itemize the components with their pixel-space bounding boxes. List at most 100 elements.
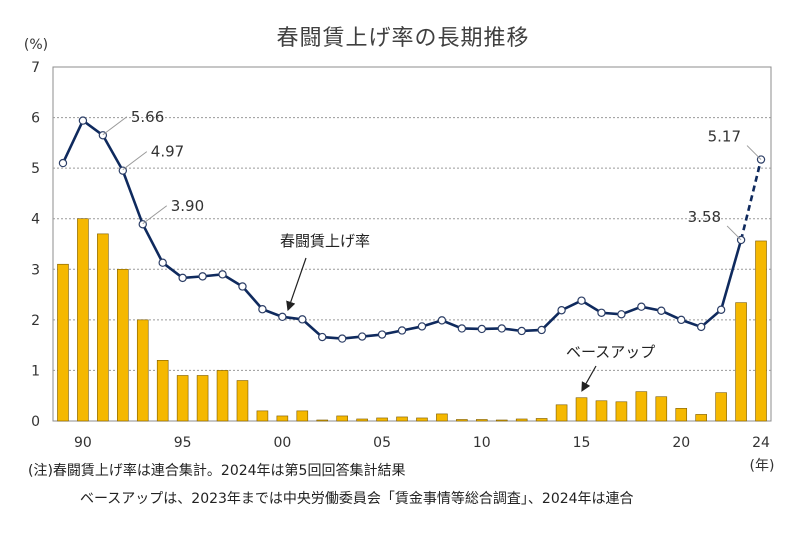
- point-wage-increase: [318, 332, 327, 342]
- bar-base-up: [336, 415, 348, 422]
- bar-base-up: [216, 370, 229, 422]
- x-tick-label: 90: [74, 435, 92, 451]
- bar-base-up: [256, 410, 269, 422]
- bar-base-up: [575, 397, 588, 422]
- point-wage-increase: [158, 258, 167, 267]
- point-wage-increase: [357, 332, 367, 341]
- point-wage-increase: [238, 282, 247, 291]
- point-wage-increase: [577, 296, 586, 305]
- y-tick-label: 7: [31, 60, 40, 76]
- x-tick-label: 15: [573, 435, 591, 451]
- bar-base-up: [57, 263, 69, 422]
- data-label-leader: [726, 225, 742, 241]
- data-label-leader: [102, 116, 128, 136]
- data-label-leader: [746, 145, 762, 160]
- x-unit-label: (年): [750, 458, 775, 474]
- annotation-arrow: [581, 365, 597, 392]
- bar-base-up: [97, 233, 109, 422]
- y-tick-label: 2: [31, 313, 40, 329]
- point-wage-increase: [537, 325, 546, 335]
- bar-base-up: [356, 418, 368, 422]
- bar-base-up: [296, 410, 309, 422]
- bar-base-up: [735, 302, 747, 422]
- bar-base-up: [156, 360, 169, 422]
- point-wage-increase: [657, 306, 666, 315]
- note-line-1: (注)春闘賃上げ率は連合集計。2024年は第5回回答集計結果: [28, 463, 406, 479]
- y-tick-label: 4: [31, 212, 40, 228]
- data-label: 5.66: [131, 108, 164, 126]
- bar-base-up: [376, 417, 388, 422]
- data-label: 3.58: [688, 208, 721, 226]
- y-tick-label: 6: [31, 111, 40, 127]
- y-tick-label: 5: [31, 161, 40, 177]
- bar-base-up: [436, 413, 448, 422]
- bar-base-up: [655, 396, 668, 422]
- x-tick-label: 00: [273, 435, 291, 451]
- point-wage-increase: [198, 272, 207, 281]
- bar-base-up: [515, 418, 528, 422]
- point-wage-increase: [218, 270, 227, 279]
- point-wage-increase: [377, 330, 387, 339]
- point-wage-increase: [696, 322, 706, 332]
- y-unit-label: (%): [24, 37, 48, 53]
- bar-base-up: [755, 240, 767, 422]
- bar-base-up: [117, 268, 129, 422]
- note-line-2: ベースアップは、2023年までは中央労働委員会「賃金事情等総合調査」、2024年…: [80, 491, 634, 507]
- y-tick-label: 0: [31, 414, 40, 430]
- point-wage-increase: [58, 158, 68, 168]
- point-wage-increase: [716, 305, 726, 314]
- bar-base-up: [635, 391, 648, 422]
- point-wage-increase: [617, 310, 626, 319]
- chart-title: 春闘賃上げ率の長期推移: [276, 26, 530, 51]
- plot-frame: [52, 66, 772, 422]
- x-tick-label: 10: [473, 435, 491, 451]
- bar-base-up: [615, 401, 628, 422]
- point-wage-increase: [557, 306, 566, 315]
- data-label: 3.90: [171, 197, 204, 215]
- bar-base-up: [675, 408, 688, 422]
- point-wage-increase: [517, 326, 526, 336]
- annotation-base-up: ベースアップ: [566, 343, 655, 361]
- x-tick-label: 24: [752, 435, 770, 451]
- data-label: 5.17: [708, 128, 741, 146]
- point-wage-increase: [477, 324, 487, 334]
- data-label: 4.97: [151, 143, 184, 161]
- annotation-arrow: [286, 257, 307, 312]
- point-wage-increase: [457, 324, 467, 333]
- data-label-leader: [122, 151, 148, 171]
- point-wage-increase: [278, 312, 287, 322]
- x-tick-label: 20: [672, 435, 690, 451]
- bar-base-up: [495, 419, 508, 422]
- data-label-leader: [142, 205, 168, 225]
- bar-base-up: [77, 218, 89, 422]
- bar-base-up: [695, 414, 707, 422]
- bar-base-up: [476, 419, 488, 422]
- point-wage-increase: [298, 315, 307, 324]
- point-wage-increase: [258, 305, 267, 314]
- bar-base-up: [196, 375, 209, 422]
- bar-base-up: [416, 417, 428, 422]
- y-tick-label: 1: [31, 363, 40, 379]
- bar-base-up: [456, 419, 468, 422]
- bar-base-up: [595, 400, 608, 422]
- bar-base-up: [316, 419, 329, 422]
- bar-base-up: [176, 375, 189, 422]
- point-wage-increase: [597, 308, 606, 317]
- point-wage-increase: [637, 302, 646, 311]
- point-wage-increase: [437, 316, 447, 325]
- point-wage-increase: [417, 322, 427, 331]
- point-wage-increase: [78, 116, 88, 125]
- bar-base-up: [535, 418, 548, 422]
- x-tick-label: 05: [373, 435, 391, 451]
- bar-base-up: [555, 404, 568, 422]
- y-tick-label: 3: [31, 262, 40, 278]
- bar-base-up: [396, 416, 408, 422]
- point-wage-increase: [397, 326, 407, 335]
- point-wage-increase: [337, 334, 347, 343]
- annotation-wage-increase: 春闘賃上げ率: [280, 232, 370, 250]
- point-wage-increase: [677, 315, 686, 325]
- point-wage-increase: [178, 273, 187, 283]
- x-tick-label: 95: [174, 435, 192, 451]
- bar-base-up: [236, 380, 249, 422]
